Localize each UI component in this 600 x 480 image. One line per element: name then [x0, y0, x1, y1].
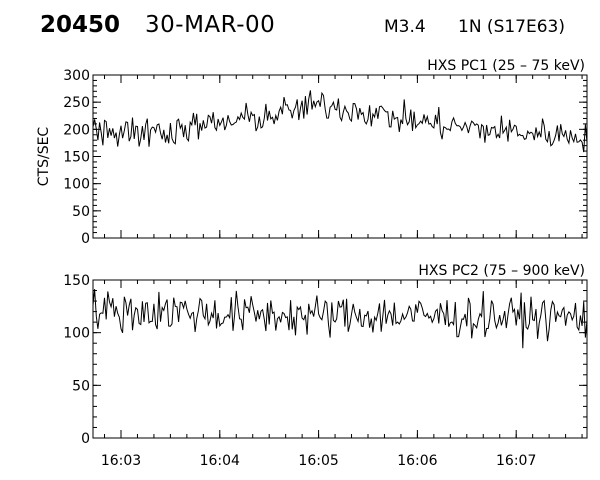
y-tick-label-pc1: 50 — [72, 204, 90, 220]
y-tick-label-pc1: 250 — [63, 95, 90, 111]
event-number: 20450 — [40, 12, 121, 38]
x-tick-label: 16:05 — [298, 453, 338, 469]
y-tick-label-pc1: 200 — [63, 122, 90, 138]
y-tick-label-pc2: 100 — [63, 326, 90, 342]
x-tick-label: 16:04 — [200, 453, 240, 469]
y-tick-label-pc2: 150 — [63, 273, 90, 289]
y-tick-label-pc1: 100 — [63, 177, 90, 193]
flare-position: 1N (S17E63) — [458, 17, 565, 37]
event-date: 30-MAR-00 — [145, 12, 276, 38]
series-line-pc1 — [92, 90, 588, 153]
series-line-pc2 — [92, 289, 588, 349]
panel-title-pc1: HXS PC1 (25 – 75 keV) — [427, 58, 585, 74]
y-tick-label-pc1: 0 — [81, 231, 90, 247]
y-axis-label-pc1: CTS/SEC — [36, 127, 52, 187]
plot-frame-pc1 — [92, 74, 588, 239]
y-tick-label-pc1: 300 — [63, 68, 90, 84]
panel-title-pc2: HXS PC2 (75 – 900 keV) — [418, 263, 585, 279]
y-tick-label-pc2: 0 — [81, 431, 90, 447]
y-tick-label-pc2: 50 — [72, 378, 90, 394]
x-tick-label: 16:07 — [496, 453, 536, 469]
flare-class: M3.4 — [384, 17, 426, 37]
plot-frame-pc2 — [92, 279, 588, 439]
x-tick-label: 16:06 — [397, 453, 437, 469]
x-tick-label: 16:03 — [101, 453, 141, 469]
y-tick-label-pc1: 150 — [63, 150, 90, 166]
